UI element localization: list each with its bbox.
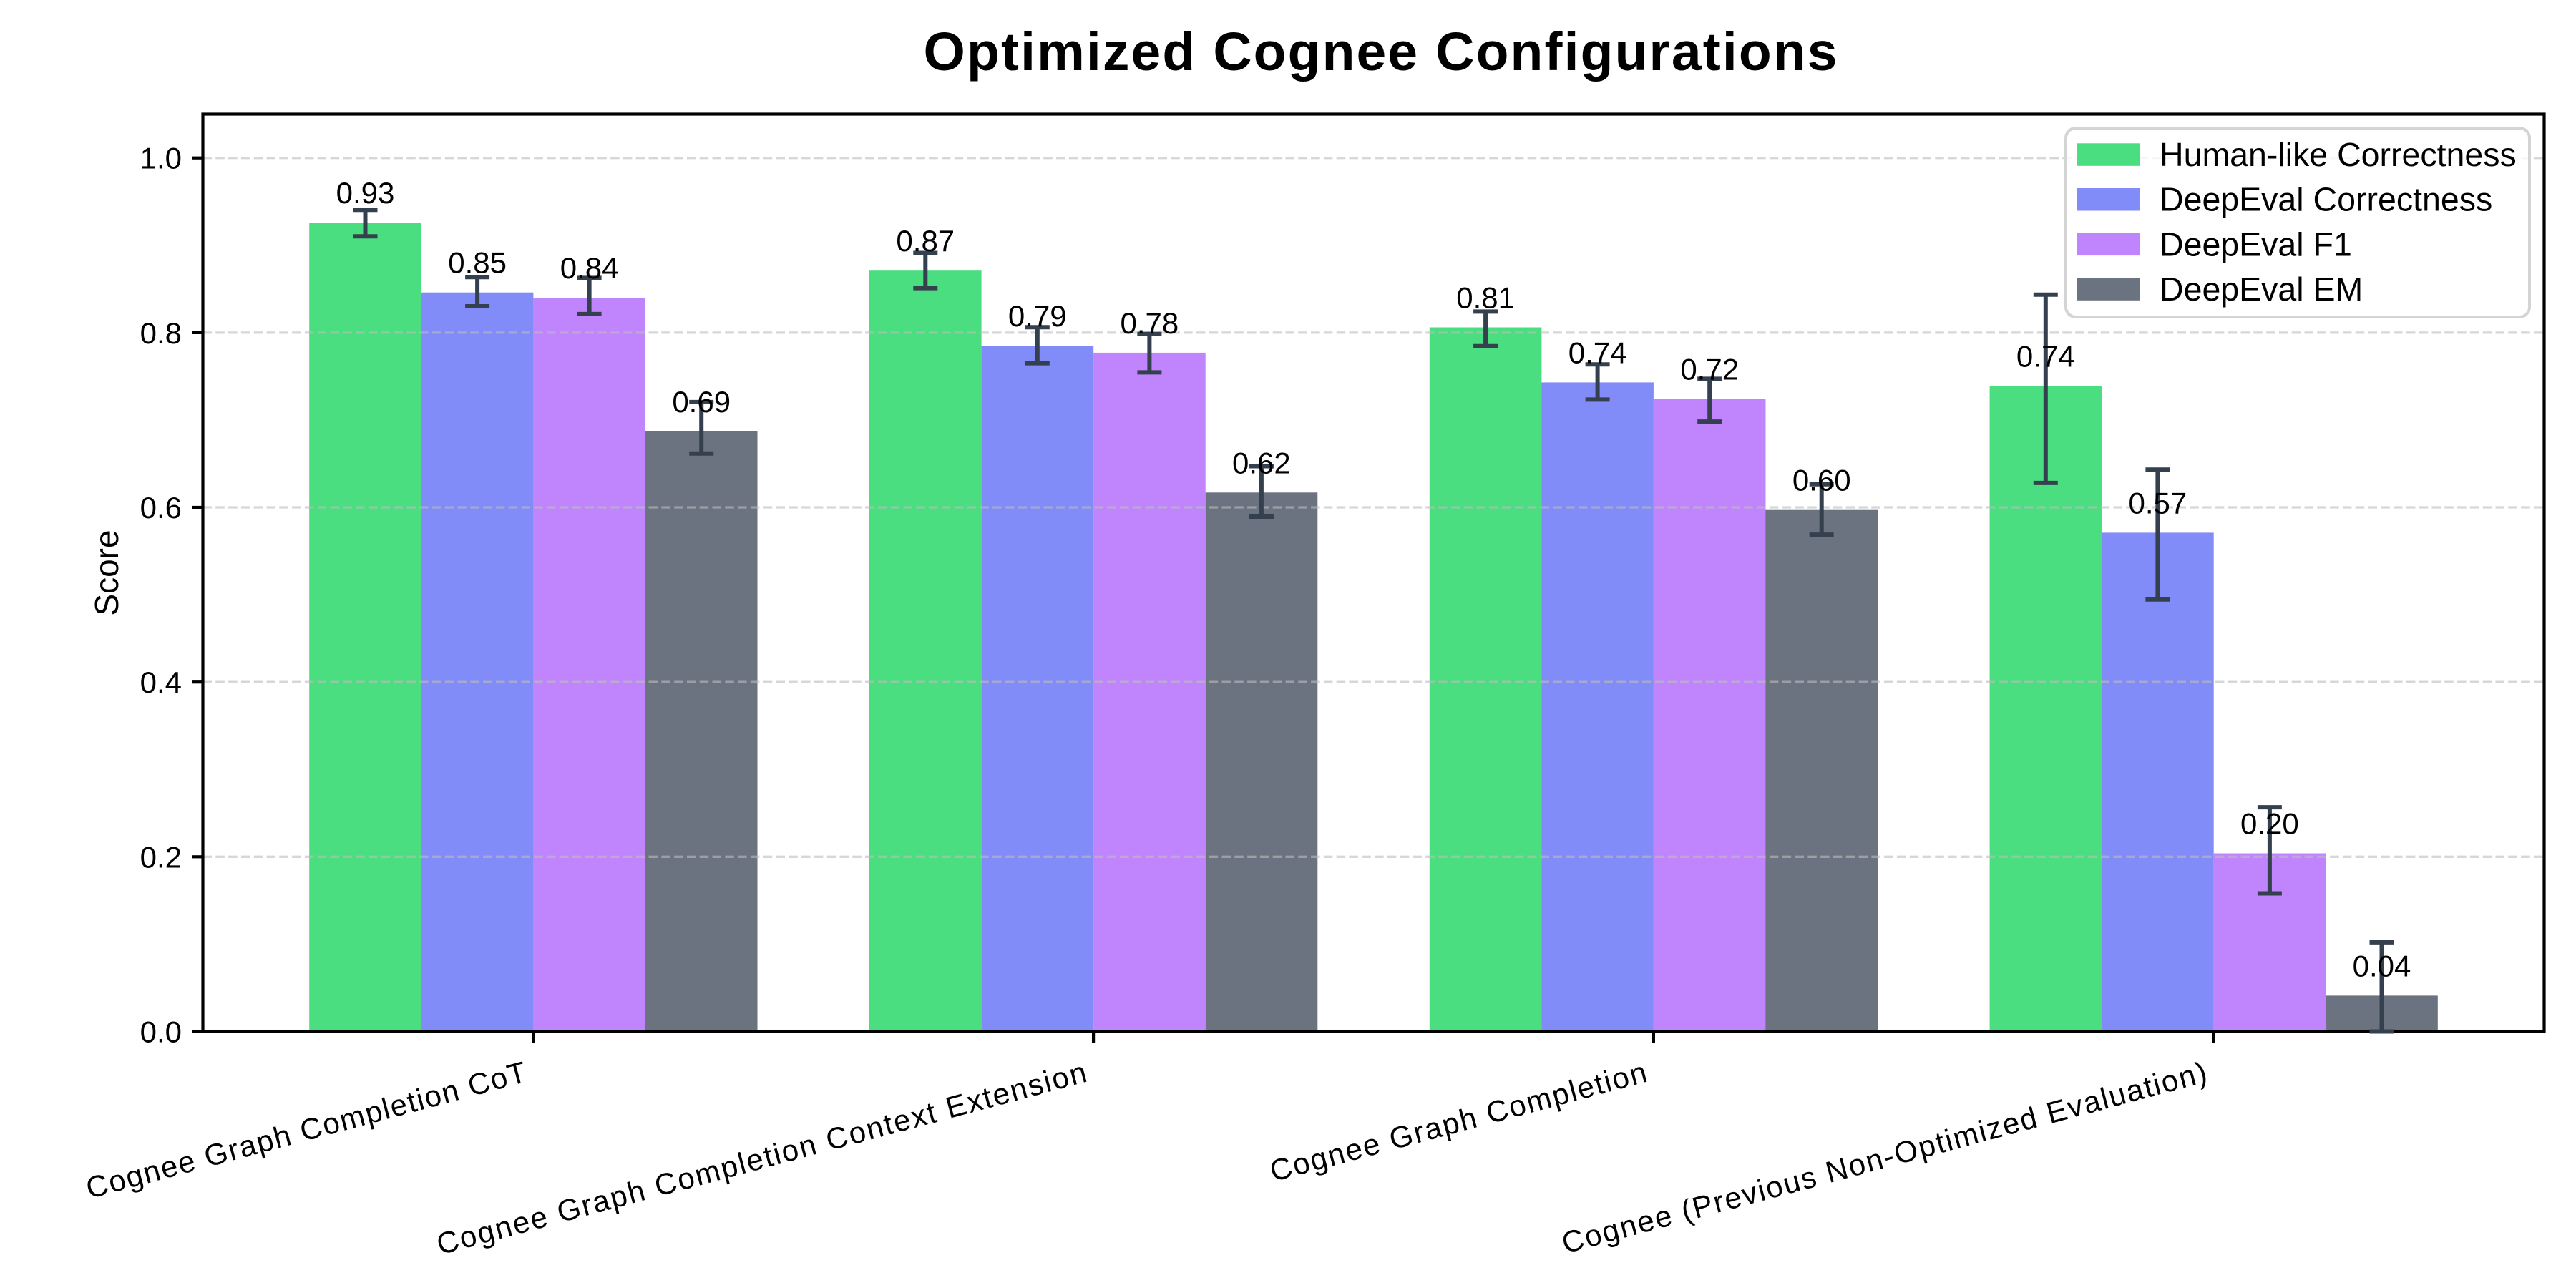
svg-text:Score: Score: [88, 530, 125, 615]
svg-text:0.8: 0.8: [140, 316, 182, 350]
svg-text:DeepEval F1: DeepEval F1: [2160, 225, 2352, 263]
svg-text:0.74: 0.74: [2016, 339, 2075, 373]
svg-text:0.62: 0.62: [1232, 446, 1291, 479]
svg-text:0.72: 0.72: [1680, 353, 1739, 386]
svg-text:0.6: 0.6: [140, 491, 182, 525]
svg-text:Human-like Correctness: Human-like Correctness: [2160, 136, 2517, 173]
svg-text:0.2: 0.2: [140, 840, 182, 874]
svg-text:0.74: 0.74: [1568, 336, 1627, 369]
svg-text:0.79: 0.79: [1008, 299, 1067, 333]
svg-text:DeepEval Correctness: DeepEval Correctness: [2160, 181, 2492, 218]
svg-text:0.85: 0.85: [448, 246, 507, 280]
svg-text:0.87: 0.87: [896, 224, 955, 258]
svg-text:0.0: 0.0: [140, 1015, 182, 1049]
svg-text:0.93: 0.93: [336, 176, 395, 210]
svg-text:0.20: 0.20: [2240, 807, 2299, 841]
svg-text:DeepEval EM: DeepEval EM: [2160, 270, 2363, 308]
svg-text:0.84: 0.84: [560, 251, 619, 285]
svg-text:0.57: 0.57: [2129, 486, 2187, 519]
svg-text:0.04: 0.04: [2353, 949, 2411, 982]
svg-text:0.78: 0.78: [1121, 306, 1179, 340]
svg-text:Optimized Cognee Configuration: Optimized Cognee Configurations: [924, 21, 1838, 82]
svg-text:0.4: 0.4: [140, 665, 182, 699]
svg-text:0.81: 0.81: [1456, 281, 1515, 315]
svg-text:1.0: 1.0: [140, 142, 182, 175]
svg-text:0.60: 0.60: [1792, 464, 1851, 497]
svg-text:0.69: 0.69: [672, 385, 731, 419]
